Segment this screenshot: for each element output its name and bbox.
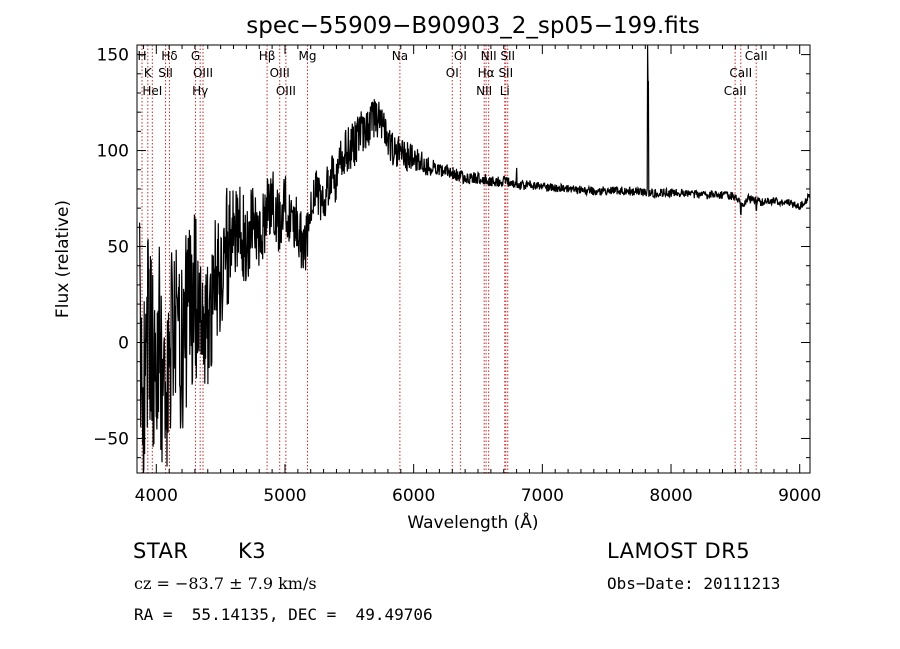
spectrum-layer xyxy=(139,45,811,474)
x-tick-label: 8000 xyxy=(649,486,692,506)
radial-velocity: cz = −83.7 ± 7.9 km/s xyxy=(134,574,317,593)
line-marker-label: G xyxy=(191,49,200,63)
object-class: STAR xyxy=(133,539,189,563)
x-axis: 4000 5000 6000 7000 8000 9000 xyxy=(135,45,821,506)
line-marker-label: OI xyxy=(446,66,459,80)
x-tick-label: 9000 xyxy=(778,486,821,506)
line-marker-label: Hβ xyxy=(259,49,276,63)
spectrum-line xyxy=(139,45,811,474)
y-tick-label: 50 xyxy=(107,238,129,258)
coordinates: RA = 55.14135, DEC = 49.49706 xyxy=(134,605,433,624)
x-tick-label: 5000 xyxy=(263,486,306,506)
line-marker-label: Mg xyxy=(299,49,317,63)
line-marker-label: NII xyxy=(476,84,492,98)
plot-frame xyxy=(136,44,811,474)
line-marker-label: Li xyxy=(500,84,510,98)
y-tick-label: 0 xyxy=(118,333,129,353)
line-marker-label: CaII xyxy=(745,49,768,63)
line-marker-label: SII xyxy=(158,66,173,80)
line-marker-label: HeI xyxy=(142,84,162,98)
line-marker-label: K xyxy=(144,66,153,80)
observation-date: Obs−Date: 20111213 xyxy=(607,574,781,593)
y-tick-label: 100 xyxy=(97,142,129,162)
line-marker-label: SII xyxy=(498,66,513,80)
line-marker-label: CaII xyxy=(729,66,752,80)
line-marker-label: OI xyxy=(454,49,467,63)
line-marker-label: SII xyxy=(500,49,515,63)
x-tick-label: 4000 xyxy=(135,486,178,506)
line-marker-label: OIII xyxy=(193,66,213,80)
line-marker-label: Hδ xyxy=(161,49,177,63)
y-tick-label: −50 xyxy=(93,429,129,449)
line-marker-label: NII xyxy=(481,49,497,63)
line-marker-label: Na xyxy=(392,49,408,63)
line-marker-label: Hγ xyxy=(192,84,208,98)
y-axis-label: Flux (relative) xyxy=(53,200,73,318)
line-marker-label: CaII xyxy=(724,84,747,98)
line-marker-label: OIII xyxy=(276,84,296,98)
x-tick-label: 7000 xyxy=(521,486,564,506)
y-tick-label: 150 xyxy=(97,46,129,66)
y-axis: −50 0 50 100 150 xyxy=(93,46,810,459)
survey-release: LAMOST DR5 xyxy=(607,539,751,563)
line-marker-label: OIII xyxy=(270,66,290,80)
line-marker-label: H xyxy=(138,49,147,63)
x-axis-label: Wavelength (Å) xyxy=(407,511,538,533)
x-tick-label: 6000 xyxy=(392,486,435,506)
object-subclass: K3 xyxy=(238,539,267,563)
line-marker-label: Hα xyxy=(478,66,495,80)
chart-title: spec−55909−B90903_2_sp05−199.fits xyxy=(246,13,700,39)
